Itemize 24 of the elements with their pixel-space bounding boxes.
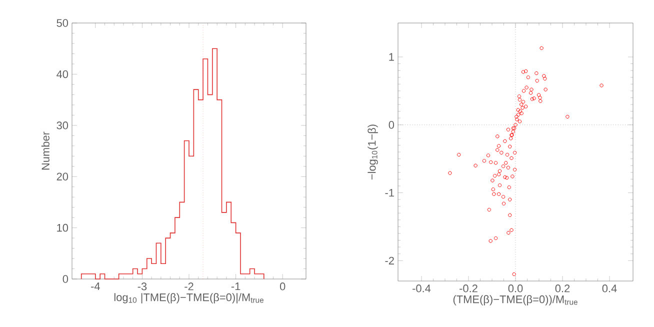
x-tick-label: 0.2 (555, 284, 570, 292)
y-tick-label: -2 (385, 256, 394, 264)
x-tick-label: 0.0 (508, 284, 523, 292)
x-tick-label: -1 (231, 282, 240, 290)
x-tick-label: -4 (91, 282, 100, 290)
y-axis-title: −log$_{10}$(1−β) (368, 124, 378, 180)
x-tick-label: -0.2 (460, 284, 478, 292)
y-tick-label: 30 (56, 122, 68, 130)
x-tick-label: 0.4 (602, 284, 617, 292)
x-axis-title: (TME(β)−TME(β=0))/M$_{true}$ (453, 295, 578, 306)
x-tick-label: -2 (184, 282, 194, 290)
x-tick-label: -3 (138, 282, 147, 290)
y-tick-label: 0 (62, 275, 68, 283)
y-tick-label: 10 (57, 224, 68, 232)
y-tick-label: 1 (389, 53, 394, 61)
y-tick-label: 20 (56, 172, 68, 180)
y-tick-label: 50 (56, 19, 68, 27)
x-axis-title: log$_{10}$ |TME(β)−TME(β=0)|/M$_{true}$ (114, 293, 264, 304)
y-axis-title: Number (41, 132, 50, 170)
y-tick-label: 40 (56, 70, 68, 78)
y-tick-label: 0 (388, 120, 394, 129)
x-tick-label: 0 (280, 282, 286, 290)
y-tick-label: -1 (385, 188, 394, 197)
x-tick-label: -0.4 (412, 284, 431, 292)
